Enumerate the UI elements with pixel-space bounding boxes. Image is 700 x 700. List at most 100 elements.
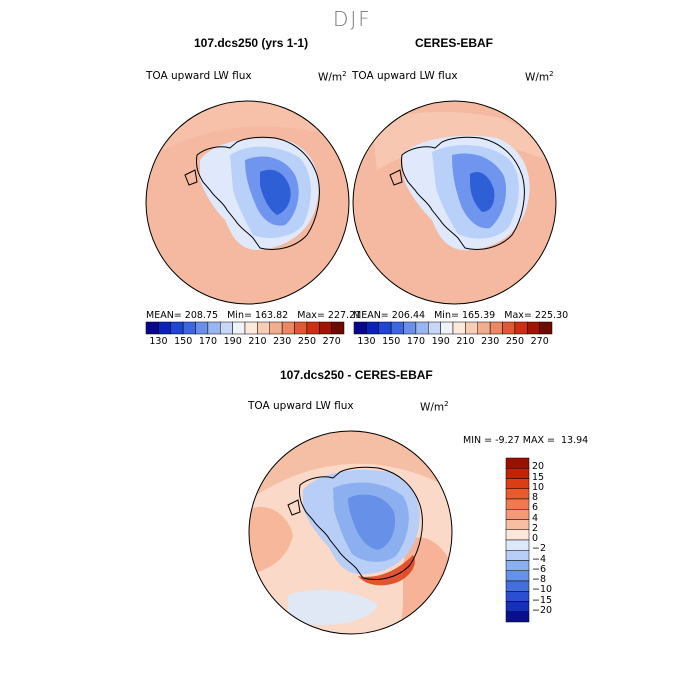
coastline [389,136,525,250]
colorbar-swatch [505,529,530,541]
colorbar-swatch [306,321,320,335]
colorbar-swatch [428,321,441,335]
colorbar-swatch [331,321,345,335]
colorbar-tick-label: 170 [406,336,426,347]
antarctica-strong [470,171,495,212]
colorbar-tick-label: 190 [431,336,450,347]
colorbar-tick-label: 230 [481,336,500,347]
colorbar-tick-label: 210 [456,336,475,347]
colorbar-model [145,321,345,335]
warm-patch [249,506,293,575]
colorbar-tick-label: −10 [532,584,553,596]
colorbar-tick-label: 15 [532,471,545,483]
colorbar-swatch [505,519,530,530]
colorbar-tick-label: 20 [532,461,545,473]
map-diff [248,430,453,635]
colorbar-swatch [527,321,540,335]
stats-obs: MEAN= 206.44 Min= 165.39 Max= 225.30 [353,310,569,321]
colorbar-diff-labels: 20 15 10 8 6 4 2 0 −2 −4 −6 −8 −10 −15 −20 [532,458,572,622]
colorbar-tick-label: 130 [149,336,168,347]
colorbar-tick-label: 4 [532,512,539,524]
field-label-model: TOA upward LW flux [146,70,252,82]
colorbar-tick-label: 0 [532,533,539,544]
colorbar-swatch [145,321,159,335]
warm-patch [249,431,452,500]
coastline [287,466,423,580]
colorbar-swatch [505,560,530,571]
colorbar-model-labels: 130 150 170 190 210 230 250 270 [146,336,344,348]
colorbar-tick-label: 250 [505,336,525,347]
colorbar-diff [505,457,530,623]
colorbar-swatch [366,321,379,335]
colorbar-swatch [505,509,530,520]
colorbar-swatch [505,498,530,510]
colorbar-swatch [505,457,530,469]
antarctica-strong [348,494,396,550]
colorbar-swatch [220,321,233,335]
field-label-diff: TOA upward LW flux [248,400,354,412]
colorbar-swatch [281,321,295,335]
colorbar-swatch [244,321,258,335]
colorbar-obs [353,321,553,335]
colorbar-swatch [505,591,530,602]
units-label-model: W/m2 [318,70,347,84]
colorbar-swatch [170,321,184,335]
colorbar-tick-label: 190 [223,336,242,347]
colorbar-swatch [505,539,530,551]
colorbar-swatch [514,321,528,335]
colorbar-swatch [257,321,270,335]
colorbar-swatch [539,321,553,335]
colorbar-swatch [232,321,246,335]
colorbar-swatch [415,321,429,335]
panel-title-model: 107.dcs250 (yrs 1-1) [194,36,309,50]
colorbar-swatch [294,321,308,335]
colorbar-swatch [319,321,332,335]
figure-title: DJF [333,7,372,31]
colorbar-swatch [269,321,283,335]
colorbar-swatch [403,321,417,335]
colorbar-swatch [158,321,171,335]
colorbar-tick-label: 10 [532,481,545,493]
colorbar-swatch [207,321,221,335]
colorbar-swatch [489,321,503,335]
colorbar-tick-label: −4 [532,553,547,565]
colorbar-swatch [505,478,530,489]
colorbar-tick-label: 270 [530,336,549,347]
stats-model: MEAN= 208.75 Min= 163.82 Max= 227.21 [146,310,362,321]
colorbar-tick-label: −20 [532,604,553,616]
units-label-diff: W/m2 [420,400,449,414]
colorbar-tick-label: 2 [532,522,539,534]
colorbar-swatch [182,321,196,335]
panel-title-obs: CERES-EBAF [415,36,494,50]
map-obs [352,100,557,305]
colorbar-swatch [505,488,530,500]
antarctica-strong [260,169,291,215]
colorbar-swatch [477,321,491,335]
colorbar-swatch [195,321,209,335]
colorbar-swatch [505,601,530,612]
cool-patch [288,589,378,625]
colorbar-tick-label: 150 [174,336,193,347]
coastal-warm [358,555,415,586]
colorbar-swatch [390,321,404,335]
colorbar-swatch [378,321,392,335]
colorbar-tick-label: 150 [382,336,401,347]
colorbar-tick-label: 6 [532,502,539,514]
colorbar-swatch [505,580,530,592]
colorbar-swatch [505,550,530,561]
colorbar-swatch [505,468,530,479]
colorbar-obs-labels: 130 150 170 190 210 230 250 270 [354,336,552,348]
stats-diff: MIN = -9.27 MAX = 13.94 [463,435,589,446]
colorbar-swatch [452,321,466,335]
map-model [145,100,350,305]
colorbar-swatch [353,321,367,335]
colorbar-swatch [505,570,530,582]
colorbar-swatch [502,321,516,335]
colorbar-tick-label: 250 [297,336,317,347]
colorbar-tick-label: 130 [357,336,376,347]
panel-title-diff: 107.dcs250 - CERES-EBAF [280,368,433,382]
colorbar-swatch [440,321,454,335]
colorbar-tick-label: 230 [273,336,292,347]
colorbar-tick-label: −6 [532,563,547,575]
colorbar-tick-label: −15 [532,594,553,606]
